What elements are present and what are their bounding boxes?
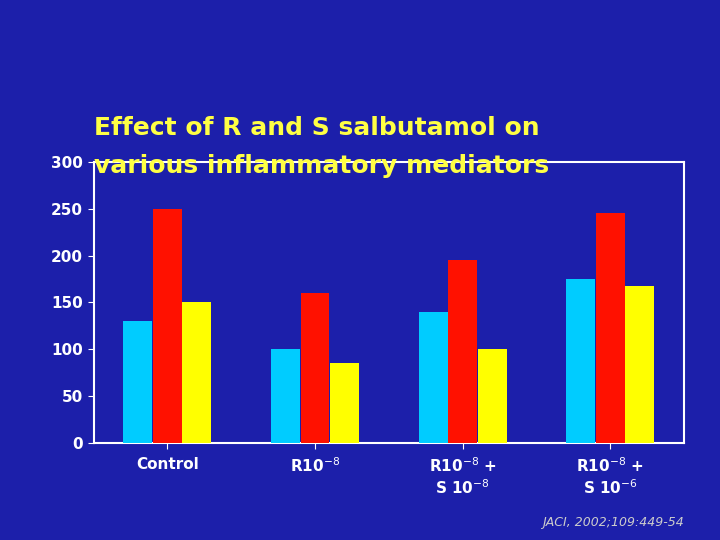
Bar: [448, 260, 477, 443]
Bar: [330, 363, 359, 443]
Bar: [271, 349, 300, 443]
Bar: [625, 286, 654, 443]
Bar: [153, 209, 182, 443]
Bar: [300, 293, 330, 443]
Text: various inflammatory mediators: various inflammatory mediators: [94, 154, 549, 178]
Bar: [477, 349, 507, 443]
Bar: [595, 213, 625, 443]
Text: Effect of R and S salbutamol on: Effect of R and S salbutamol on: [94, 117, 539, 140]
Text: JACI, 2002;109:449-54: JACI, 2002;109:449-54: [542, 516, 684, 529]
Bar: [182, 302, 212, 443]
Bar: [418, 312, 448, 443]
Bar: [566, 279, 595, 443]
Bar: [123, 321, 153, 443]
